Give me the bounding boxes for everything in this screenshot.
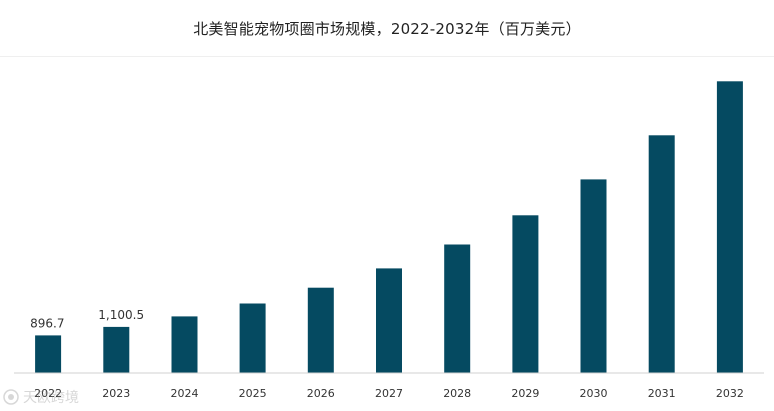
title-divider xyxy=(0,56,774,57)
bar-2023 xyxy=(103,326,130,373)
data-label-2022: 896.7 xyxy=(30,316,64,330)
watermark-logo-icon xyxy=(3,389,19,405)
bar-2031 xyxy=(648,135,675,373)
x-tick-label-2028: 2028 xyxy=(443,387,471,400)
watermark-text: 天欧跨境 xyxy=(23,390,79,406)
x-tick-label-2026: 2026 xyxy=(307,387,335,400)
chart-title: 北美智能宠物项圈市场规模，2022-2032年（百万美元） xyxy=(193,20,581,38)
bar-2025 xyxy=(239,303,266,373)
x-tick-label-2030: 2030 xyxy=(580,387,608,400)
data-label-2023: 1,100.5 xyxy=(98,308,144,322)
x-tick-label-2031: 2031 xyxy=(648,387,676,400)
bar-2028 xyxy=(444,244,471,373)
bar-2027 xyxy=(376,268,402,373)
x-tick-label-2027: 2027 xyxy=(375,387,403,400)
x-tick-label-2032: 2032 xyxy=(716,387,744,400)
x-tick-label-2023: 2023 xyxy=(102,387,130,400)
bar-2030 xyxy=(580,179,607,373)
bar-2024 xyxy=(171,316,198,373)
bar-2026 xyxy=(307,287,334,373)
x-tick-label-2024: 2024 xyxy=(171,387,199,400)
x-tick-label-2025: 2025 xyxy=(239,387,267,400)
bar-2029 xyxy=(512,215,539,373)
watermark: 天欧跨境 xyxy=(2,387,79,407)
x-tick-label-2022: 2022 xyxy=(34,387,62,400)
bar-2032 xyxy=(716,81,743,374)
bar-2022 xyxy=(35,335,62,373)
bars-group xyxy=(35,81,743,374)
x-tick-labels-group: 2022 2023 2024 2025 2026 2027 2028 2029 2030 2031… xyxy=(34,387,744,400)
x-tick-label-2029: 2029 xyxy=(511,387,539,400)
data-labels-group: 896.7 1,100.5 xyxy=(30,308,144,331)
